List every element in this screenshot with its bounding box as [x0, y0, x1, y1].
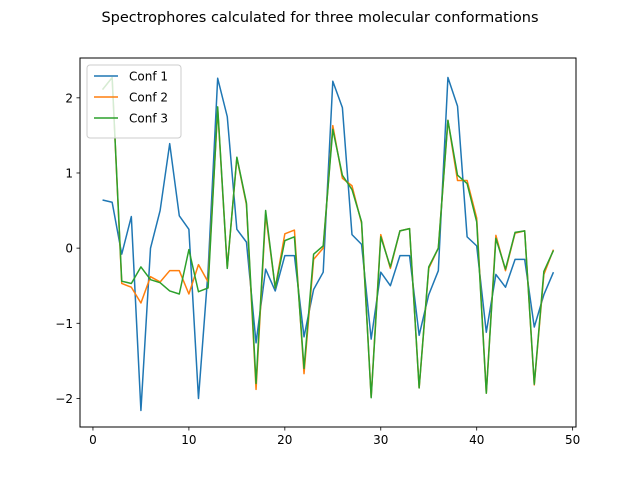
chart-title: Spectrophores calculated for three molec… [101, 10, 538, 26]
y-tick-label: −1 [55, 317, 73, 331]
y-tick-label: 2 [65, 91, 73, 105]
y-tick-label: −2 [55, 392, 73, 406]
plot-frame [79, 57, 577, 428]
legend-label-2: Conf 2 [129, 91, 168, 105]
legend-label-3: Conf 3 [129, 112, 168, 126]
x-tick-label: 30 [373, 433, 388, 447]
y-axis: −2 −1 0 1 2 [55, 91, 80, 406]
y-tick-label: 0 [65, 242, 73, 256]
y-tick-label: 1 [65, 166, 73, 180]
x-tick-label: 40 [469, 433, 484, 447]
x-tick-label: 0 [89, 433, 97, 447]
x-tick-label: 10 [181, 433, 196, 447]
series-line-3 [101, 76, 555, 399]
x-axis: 0 10 20 30 40 50 [89, 427, 580, 447]
x-tick-label: 50 [565, 433, 580, 447]
plot-lines [101, 76, 555, 412]
legend-label-1: Conf 1 [129, 70, 168, 84]
legend: Conf 1 Conf 2 Conf 3 [86, 64, 182, 139]
x-tick-label: 20 [277, 433, 292, 447]
legend-box [86, 64, 182, 139]
